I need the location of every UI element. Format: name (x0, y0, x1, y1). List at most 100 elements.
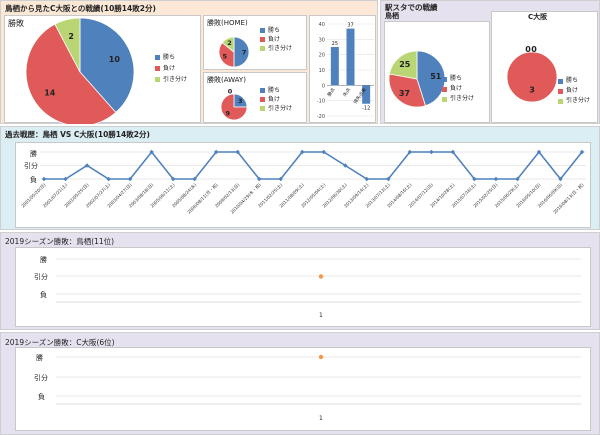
bar-ytick-label: 20 (319, 53, 325, 59)
history-point (149, 149, 154, 155)
season2-xlabel: 1 (319, 415, 323, 422)
bar-ytick-label: 30 (319, 37, 325, 43)
away-legend-loss: 負け (268, 96, 281, 103)
season2-point (318, 354, 324, 360)
bar-ytick-label: -10 (317, 99, 325, 105)
station-right-pie-label-勝ち: 0 (531, 45, 537, 54)
bar-value-label: -12 (362, 106, 370, 112)
away-legend-draw: 引き分け (268, 105, 293, 112)
away-legend: 勝ち 負け 引き分け (260, 86, 292, 113)
away-pie-title: 勝敗(AWAY) (207, 76, 246, 84)
season2-title: 2019シーズン勝敗：C大阪(6位) (5, 338, 115, 347)
station-left-legend-win: 勝ち (450, 75, 463, 82)
bar-category-label: 勝点 (326, 86, 337, 98)
away-pie-chart: 39 0 (220, 87, 248, 121)
station-left-pie-label-勝ち: 51 (430, 72, 442, 81)
station-left-legend: 勝ち 負け 引き分け (442, 74, 474, 104)
season2-chart-panel: 勝 引分 負 1 (15, 347, 591, 431)
station-left-title: 鳥栖 (385, 12, 399, 20)
overall-legend: 勝ち 負け 引き分け (155, 52, 187, 85)
bar-ytick-label: -20 (317, 114, 325, 120)
home-pie-label-負け: 5 (223, 53, 228, 61)
overall-pie-slice-負け (25, 23, 117, 124)
overall-pie-label-引き分け: 2 (68, 32, 74, 41)
home-pie-label-引き分け: 2 (227, 39, 232, 47)
bar-ytick-label: 10 (319, 68, 325, 74)
overall-pie-slice-引き分け (54, 17, 81, 73)
bar-category-label: 失点 (341, 86, 352, 98)
away-pie-label-負け: 9 (225, 110, 230, 118)
season2-chart (56, 354, 581, 405)
station-right-title: C大阪 (528, 13, 548, 21)
legend-draw-swatch (155, 77, 160, 82)
season1-chart (56, 258, 581, 303)
history-point (558, 176, 563, 182)
season1-xlabel: 1 (319, 312, 323, 319)
history-point (127, 176, 133, 182)
history-section: 過去戦歴：鳥栖 VS C大阪(10勝14敗2分) 勝 引分 負 2001/05/… (0, 126, 600, 230)
history-point (579, 149, 585, 155)
season1-section: 2019シーズン勝敗：鳥栖(11位) 勝 引分 負 1 (0, 232, 600, 330)
season1-ylabel-win: 勝 (40, 256, 47, 264)
history-point (257, 176, 262, 182)
legend-loss-swatch (155, 66, 160, 71)
history-line-chart: 2001/05/20(日)2001/07/21(土)2002/05/25(日)2… (20, 149, 586, 215)
station-right-legend-loss: 負け (566, 87, 579, 94)
station-right-pie-label-引き分け: 0 (525, 45, 531, 54)
station-section: 駅スタでの戦績 鳥栖 51 37 25 勝ち 負け 引き分け C大阪 0 3 0 勝ち … (380, 0, 600, 124)
top-section-title: 鳥栖から見たC大阪との戦績(10勝14敗2分) (5, 4, 156, 13)
home-legend: 勝ち 負け 引き分け (260, 26, 292, 53)
season1-title: 2019シーズン勝敗：鳥栖(11位) (5, 237, 115, 246)
home-pie-label-勝ち: 7 (242, 48, 247, 56)
away-pie-slice-負け (220, 93, 248, 121)
home-pie-title: 勝敗(HOME) (207, 19, 248, 27)
history-point (536, 149, 542, 155)
station-left-legend-draw: 引き分け (450, 95, 475, 102)
home-pie-slice-引き分け (221, 36, 235, 53)
history-point (213, 149, 219, 155)
history-point (493, 176, 499, 182)
station-right-legend: 勝ち 負け 引き分け (558, 76, 590, 106)
overall-pie-label-勝ち: 10 (109, 55, 121, 64)
bar-勝点 (330, 47, 339, 86)
history-point (170, 176, 176, 182)
station-right-pie: 0 3 0 (506, 45, 558, 103)
bar-失点 (346, 28, 355, 86)
station-section-title: 駅スタでの戦績 (385, 3, 438, 12)
goal-bar-panel: 40 30 20 10 0 -10 -20 25 勝点 37 失点 -12 得失点差 (309, 15, 376, 123)
station-right-pie-slice-負け (506, 51, 558, 103)
station-left-pie-slice-勝ち (416, 50, 446, 107)
overall-pie-slice-勝ち (79, 17, 135, 113)
history-point (429, 149, 434, 155)
history-chart-panel: 勝 引分 負 2001/05/20(日) 2001/07/21(土) 2002/05… (15, 142, 591, 228)
station-left-pie-label-引き分け: 25 (399, 60, 411, 69)
history-point (235, 149, 240, 155)
season2-ylabel-loss: 負 (38, 393, 45, 401)
station-left-pie-slice-負け (388, 73, 426, 108)
season1-ylabel-draw: 引分 (34, 273, 48, 281)
home-pie-slice-勝ち (233, 36, 250, 68)
station-right-panel: C大阪 0 3 0 勝ち 負け 引き分け (491, 11, 598, 123)
overall-pie-panel: 勝敗 10 14 2 勝ち 負け 引き分け (4, 15, 201, 124)
station-right-legend-win: 勝ち (566, 77, 579, 84)
season2-ylabel-draw: 引分 (34, 374, 48, 382)
overall-pie-title: 勝敗 (8, 19, 24, 28)
history-ylabel-win: 勝 (30, 150, 37, 158)
station-right-pie-label-負け: 3 (529, 85, 535, 94)
history-ylabel-draw: 引分 (24, 162, 38, 170)
history-series-line (44, 150, 583, 181)
station-left-pie-label-負け: 37 (399, 89, 410, 98)
away-pie-label-引き分け: 0 (228, 87, 233, 95)
station-left-pie-slice-引き分け (388, 50, 418, 80)
history-point (41, 176, 47, 182)
season1-chart-panel: 勝 引分 負 1 (15, 247, 591, 327)
bar-value-label: 37 (347, 23, 353, 29)
home-pie-panel: 勝敗(HOME) 7 5 2 勝ち 負け 引き分け (203, 15, 307, 70)
home-legend-win: 勝ち (268, 27, 281, 34)
bar-ytick-label: 40 (319, 22, 325, 28)
legend-loss-label: 負け (163, 65, 176, 72)
history-ylabel-loss: 負 (30, 176, 37, 184)
season2-section: 2019シーズン勝敗：C大阪(6位) 勝 引分 負 1 (0, 332, 600, 435)
